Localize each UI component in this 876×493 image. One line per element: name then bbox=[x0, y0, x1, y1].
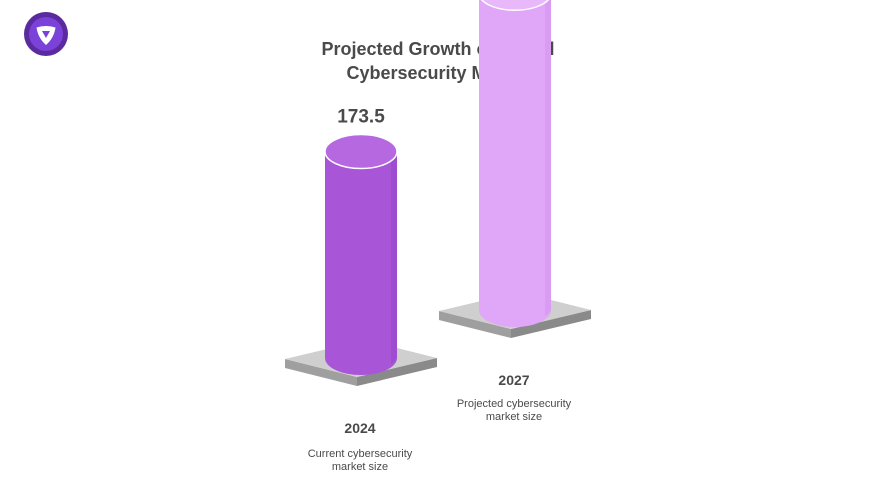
shield-v-logo-icon bbox=[24, 12, 68, 56]
category-description-2024: market size bbox=[332, 461, 388, 473]
category-label-2027: 2027 bbox=[498, 372, 529, 388]
bar-top-2024 bbox=[324, 133, 398, 170]
category-description-2027: Projected cybersecurity bbox=[457, 398, 572, 410]
bar-shade-2024 bbox=[391, 151, 397, 364]
bar-shade-2027 bbox=[545, 0, 551, 316]
pedestal-left-side bbox=[439, 311, 511, 338]
category-description-2027: market size bbox=[486, 411, 542, 423]
bar-2024 bbox=[325, 151, 397, 375]
pedestal-right-side bbox=[357, 358, 437, 386]
pedestal-right-side bbox=[511, 310, 591, 338]
pedestal-left-side bbox=[285, 359, 357, 386]
bar-top-2027 bbox=[480, 0, 550, 11]
bar-2027 bbox=[479, 0, 551, 327]
value-label-2024: 173.5 bbox=[337, 107, 385, 128]
category-label-2024: 2024 bbox=[344, 420, 375, 436]
category-description-2024: Current cybersecurity bbox=[308, 448, 413, 460]
